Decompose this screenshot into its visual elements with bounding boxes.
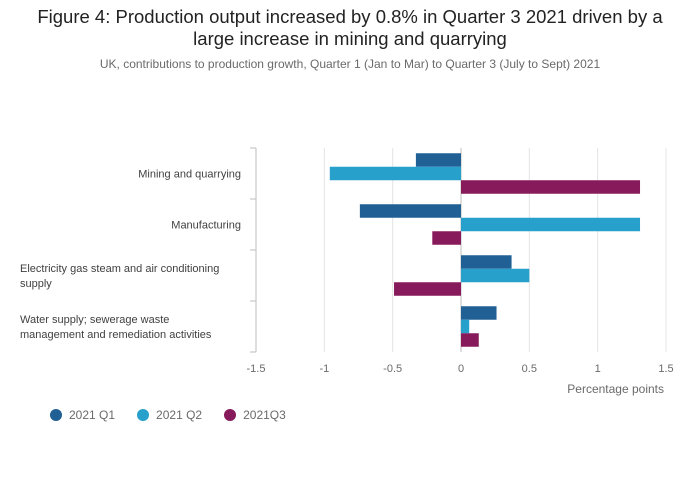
legend: 2021 Q1 2021 Q2 2021Q3 bbox=[50, 408, 286, 422]
bar-3-4 bbox=[461, 333, 479, 347]
bar-2-3 bbox=[461, 268, 530, 283]
x-tick-label: 1 bbox=[595, 363, 601, 375]
chart-subtitle: UK, contributions to production growth, … bbox=[99, 57, 601, 71]
x-tick-label: -1 bbox=[319, 363, 329, 375]
bar-1-1 bbox=[415, 153, 461, 167]
bar-1-2 bbox=[359, 204, 461, 218]
category-label: Electricity gas steam and air conditioni… bbox=[20, 263, 219, 290]
bar-1-4 bbox=[461, 306, 497, 320]
bar-3-1 bbox=[461, 180, 641, 194]
x-axis-title: Percentage points bbox=[567, 382, 664, 396]
category-label: Water supply; sewerage waste management a… bbox=[20, 314, 212, 341]
legend-label-q3: 2021Q3 bbox=[243, 408, 286, 422]
bar-2-4 bbox=[461, 319, 470, 334]
bar-1-3 bbox=[461, 255, 512, 269]
x-tick-label: 0 bbox=[458, 363, 464, 375]
legend-label-q2: 2021 Q2 bbox=[156, 408, 203, 422]
legend-item-q1[interactable]: 2021 Q1 bbox=[50, 408, 115, 422]
legend-label-q1: 2021 Q1 bbox=[69, 408, 116, 422]
legend-item-q2[interactable]: 2021 Q2 bbox=[137, 408, 202, 422]
x-tick-label: 0.5 bbox=[522, 363, 537, 375]
legend-swatch-q2 bbox=[137, 409, 150, 421]
x-tick-label: -0.5 bbox=[383, 363, 402, 375]
bar-3-3 bbox=[394, 282, 461, 296]
bar-2-2 bbox=[461, 217, 641, 232]
x-tick-label: 1.5 bbox=[658, 363, 673, 375]
x-tick-label: -1.5 bbox=[247, 363, 266, 375]
category-label: Manufacturing bbox=[171, 220, 241, 232]
legend-item-q3[interactable]: 2021Q3 bbox=[224, 408, 286, 422]
chart-title: Figure 4: Production output increased by… bbox=[37, 6, 663, 49]
category-label: Mining and quarrying bbox=[138, 169, 241, 181]
bar-3-2 bbox=[432, 231, 461, 245]
legend-swatch-q3 bbox=[224, 409, 237, 421]
bar-2-1 bbox=[329, 166, 461, 181]
legend-swatch-q1 bbox=[50, 409, 62, 421]
